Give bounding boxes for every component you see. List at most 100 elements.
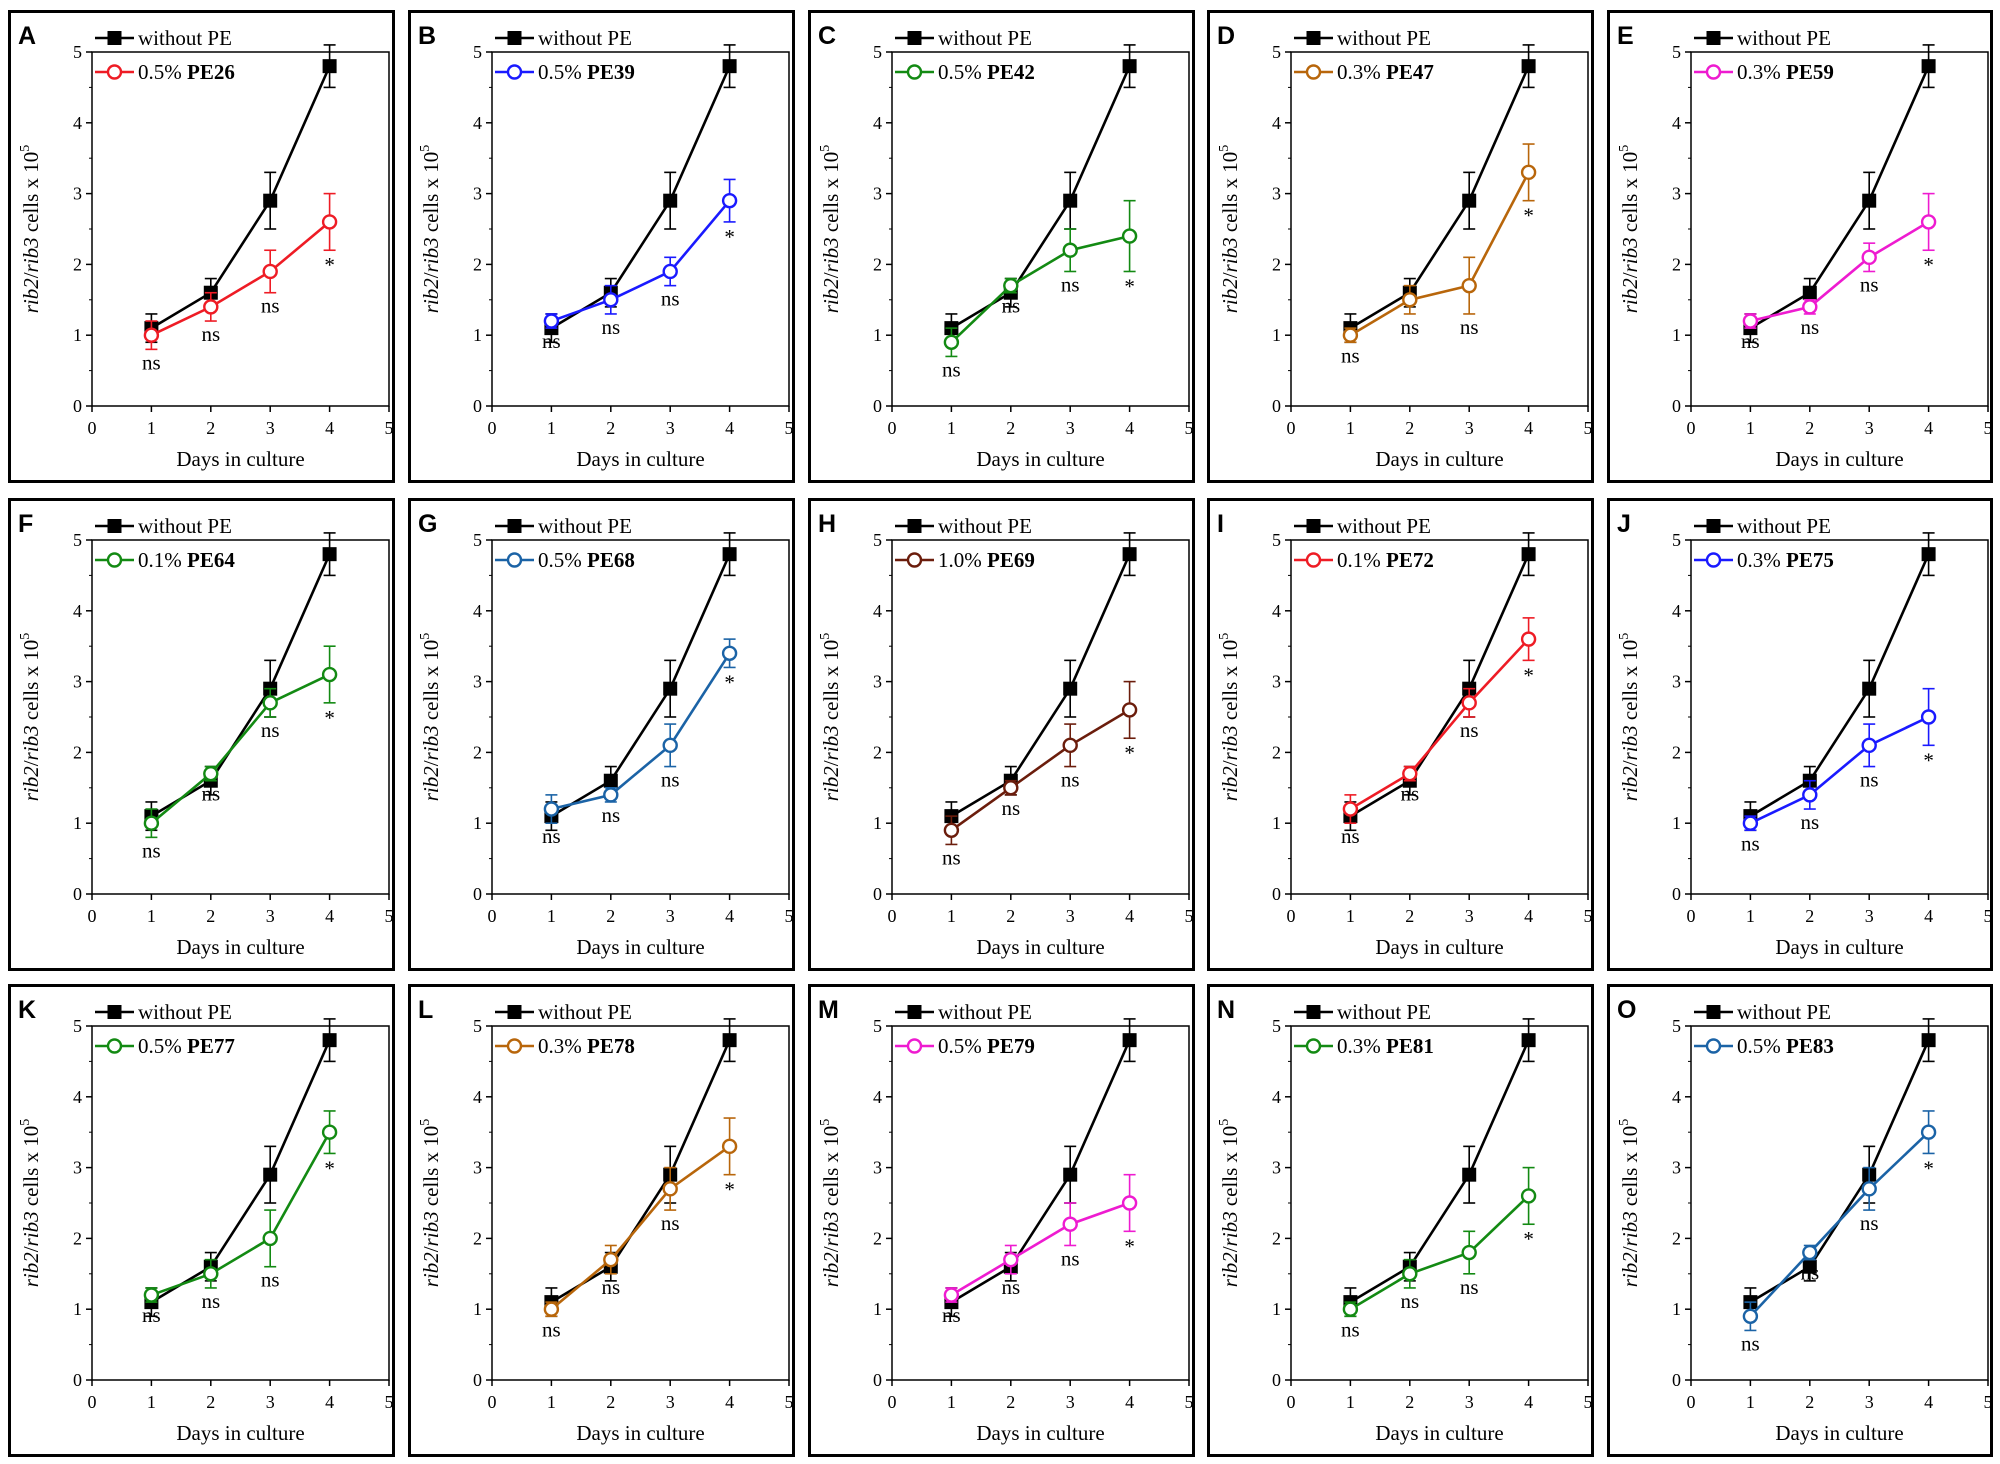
x-axis-label: Days in culture <box>176 447 304 471</box>
data-point <box>663 193 678 208</box>
panel-J: J 0 1 2 3 4 5 0 1 2 3 4 5 Days in culture rib2/rib3 ce… <box>1607 498 1993 971</box>
data-point <box>543 1301 560 1317</box>
y-tick-label: 1 <box>73 813 82 833</box>
x-tick-label: 3 <box>266 1392 275 1412</box>
legend-marker-circle <box>906 64 923 80</box>
panel-letter: L <box>418 996 433 1024</box>
series-pe81 <box>1342 1166 1537 1318</box>
y-tick-label: 5 <box>473 1016 482 1036</box>
y-tick-label: 4 <box>873 601 882 621</box>
y-tick-label: 1 <box>73 325 82 345</box>
y-tick-label: 3 <box>473 672 482 692</box>
significance-asterisk: * <box>1923 253 1934 277</box>
significance-ns: ns <box>1741 831 1760 855</box>
significance-ns: ns <box>542 1317 561 1341</box>
x-tick-label: 1 <box>547 906 556 926</box>
legend-label-without-pe: without PE <box>1737 1000 1831 1024</box>
series-line <box>1750 220 1930 323</box>
x-axis-label: Days in culture <box>1375 447 1503 471</box>
x-tick-label: 0 <box>1287 906 1296 926</box>
data-point <box>1402 765 1418 782</box>
data-point <box>603 1251 619 1268</box>
significance-ns: ns <box>1341 343 1360 367</box>
x-tick-label: 1 <box>1746 418 1755 438</box>
y-tick-label: 4 <box>473 601 482 621</box>
x-tick-label: 1 <box>947 906 956 926</box>
x-axis-label: Days in culture <box>576 935 704 959</box>
significance-ns: ns <box>261 294 280 318</box>
significance-ns: ns <box>142 1303 161 1327</box>
panel-L: L 0 1 2 3 4 5 0 1 2 3 4 5 Days in culture rib2/rib3 ce… <box>408 984 795 1457</box>
significance-ns: ns <box>1460 718 1479 742</box>
y-tick-label: 3 <box>1272 1158 1281 1178</box>
significance-ns: ns <box>601 315 620 339</box>
series-line <box>1349 1039 1530 1304</box>
legend-label-without-pe: without PE <box>138 26 232 50</box>
panel-letter: D <box>1217 22 1235 50</box>
x-tick-label: 5 <box>1984 418 1993 438</box>
significance-ns: ns <box>942 357 961 381</box>
legend-marker-square <box>1706 1005 1721 1019</box>
data-point <box>722 59 737 74</box>
panel-K: K 0 1 2 3 4 5 0 1 2 3 4 5 Days in culture rib2/rib3 ce… <box>8 984 395 1457</box>
y-tick-label: 0 <box>1272 884 1281 904</box>
data-point <box>321 214 338 230</box>
legend-marker-square <box>107 31 122 45</box>
x-tick-label: 4 <box>1924 906 1933 926</box>
data-point <box>1521 1033 1536 1048</box>
x-tick-label: 3 <box>266 418 275 438</box>
x-tick-label: 3 <box>1465 906 1474 926</box>
legend-marker-circle <box>906 552 923 568</box>
data-point <box>1122 1033 1137 1048</box>
y-tick-label: 5 <box>1272 1016 1281 1036</box>
y-tick-label: 4 <box>73 1087 82 1107</box>
x-tick-label: 2 <box>1405 906 1414 926</box>
x-tick-label: 4 <box>725 1392 734 1412</box>
legend-marker-circle <box>106 1038 123 1054</box>
x-tick-label: 5 <box>385 1392 394 1412</box>
y-tick-label: 3 <box>1272 672 1281 692</box>
x-tick-label: 3 <box>1066 1392 1075 1412</box>
legend-label-without-pe: without PE <box>138 514 232 538</box>
y-tick-label: 3 <box>73 1158 82 1178</box>
y-tick-label: 2 <box>473 254 482 274</box>
significance-asterisk: * <box>724 1178 735 1202</box>
y-axis-label: rib2/rib3 cells x 105 <box>1217 633 1242 802</box>
legend-marker-square <box>1306 31 1321 45</box>
legend-marker-square <box>1706 519 1721 533</box>
y-tick-label: 0 <box>1272 396 1281 416</box>
legend: without PE 0.3% PE78 <box>495 1000 635 1058</box>
x-tick-label: 5 <box>1584 906 1593 926</box>
series-pe79 <box>943 1173 1138 1303</box>
significance-ns: ns <box>1741 329 1760 353</box>
x-axis-label: Days in culture <box>1375 1421 1503 1445</box>
y-tick-label: 2 <box>1272 254 1281 274</box>
panel-letter: K <box>18 996 36 1024</box>
x-tick-label: 4 <box>1524 1392 1533 1412</box>
panel-frame <box>1607 498 1993 971</box>
legend-label-treated: 0.3% PE78 <box>538 1034 635 1058</box>
series-line <box>1749 715 1930 825</box>
legend: without PE 0.1% PE72 <box>1294 514 1434 572</box>
legend-marker-circle <box>906 1038 923 1054</box>
x-axis-label: Days in culture <box>176 935 304 959</box>
y-tick-label: 0 <box>473 396 482 416</box>
legend-label-treated: 0.1% PE72 <box>1337 548 1434 572</box>
x-tick-label: 0 <box>1287 1392 1296 1412</box>
legend: without PE 0.3% PE47 <box>1294 26 1434 84</box>
series-line <box>950 65 1131 330</box>
data-point <box>1003 277 1019 294</box>
data-point <box>263 1167 278 1182</box>
significance-ns: ns <box>1061 272 1080 296</box>
data-point <box>1121 1195 1138 1211</box>
panel-letter: I <box>1217 510 1224 538</box>
y-axis-label: rib2/rib3 cells x 105 <box>18 1119 43 1288</box>
x-axis-label: Days in culture <box>976 1421 1104 1445</box>
y-tick-label: 3 <box>73 184 82 204</box>
y-tick-label: 2 <box>1272 1228 1281 1248</box>
x-tick-label: 2 <box>1006 1392 1015 1412</box>
panel-F: F 0 1 2 3 4 5 0 1 2 3 4 5 Days in culture rib2/rib3 ce… <box>8 498 395 971</box>
data-point <box>1802 299 1818 315</box>
x-tick-label: 3 <box>1865 418 1874 438</box>
significance-asterisk: * <box>724 670 735 694</box>
